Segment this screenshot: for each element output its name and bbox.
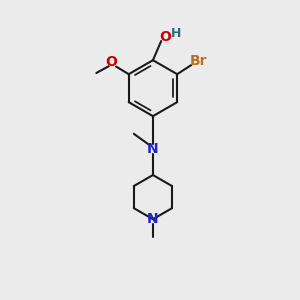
Text: O: O xyxy=(159,30,171,44)
Text: H: H xyxy=(171,27,182,40)
Text: Br: Br xyxy=(190,54,207,68)
Text: N: N xyxy=(147,212,159,226)
Text: N: N xyxy=(147,142,159,155)
Text: O: O xyxy=(105,55,117,69)
